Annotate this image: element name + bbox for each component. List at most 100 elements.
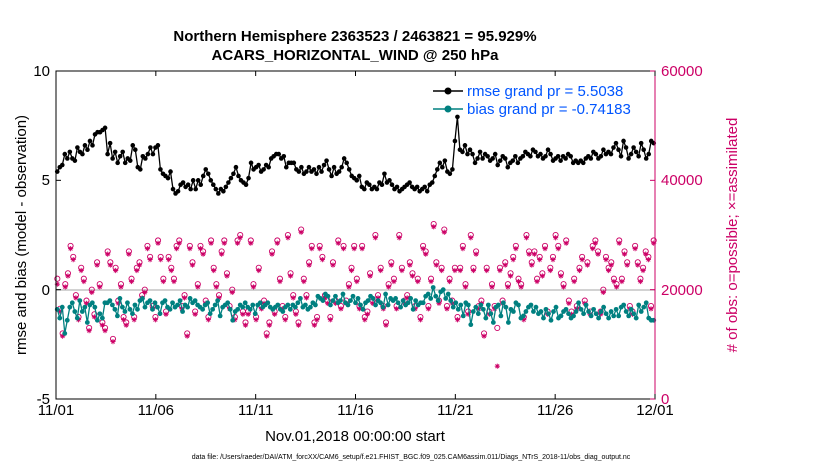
obs-assimilated-point — [558, 273, 564, 279]
rmse-point — [75, 145, 80, 150]
obs-assimilated-point — [250, 284, 257, 290]
bias-point — [638, 309, 644, 314]
rmse-point — [321, 162, 327, 168]
obs-assimilated-point — [645, 257, 651, 263]
rmse-point — [367, 182, 372, 188]
rmse-point — [341, 156, 347, 161]
bias-point — [448, 298, 454, 303]
rmse-point — [200, 173, 206, 179]
rmse-point — [127, 158, 133, 163]
bias-point — [333, 293, 338, 299]
obs-assimilated-point — [197, 246, 204, 252]
obs-assimilated-point — [547, 267, 553, 274]
obs-assimilated-point — [65, 273, 71, 279]
bias-point — [591, 306, 596, 312]
bias-point — [500, 300, 506, 306]
bias-point — [548, 317, 554, 323]
rmse-point — [543, 153, 548, 159]
obs-assimilated-point — [566, 300, 572, 306]
bias-point — [94, 317, 100, 323]
rmse-point — [623, 145, 629, 150]
bias-series — [54, 285, 657, 336]
obs-assimilated-point — [595, 251, 601, 257]
rmse-point — [354, 178, 360, 183]
bias-point — [360, 306, 366, 312]
obs-assimilated-point — [592, 240, 598, 246]
obs-assimilated-point — [539, 273, 545, 279]
y-right-axis-label: # of obs: o=possible; ×=assimilated — [724, 118, 741, 353]
bias-point — [498, 313, 504, 319]
bias-point — [240, 304, 246, 310]
rmse-point — [467, 147, 473, 153]
data-file-footer: data file: /Users/raeder/DAI/ATM_forcXX/… — [192, 454, 631, 461]
bias-point — [470, 309, 476, 314]
bias-point — [62, 331, 68, 336]
obs-assimilated-point — [309, 246, 315, 252]
bias-point — [413, 298, 419, 303]
obs-assimilated-point — [375, 295, 381, 301]
obs-assimilated-point — [319, 257, 325, 263]
bias-point — [140, 296, 145, 301]
bias-point — [430, 285, 436, 290]
obs-assimilated-point — [378, 267, 384, 274]
rmse-point — [236, 173, 241, 179]
bias-point — [127, 306, 133, 312]
bias-point — [59, 304, 65, 310]
rmse-point — [387, 178, 392, 183]
obs-assimilated-point — [613, 284, 620, 290]
bias-point — [307, 304, 313, 310]
obs-assimilated-point — [364, 311, 371, 317]
rmse-point — [326, 167, 332, 172]
bias-point — [405, 300, 411, 306]
bias-point — [443, 296, 449, 301]
obs-assimilated-point — [372, 235, 378, 241]
obs-assimilated-point — [317, 246, 323, 252]
obs-assimilated-point — [396, 235, 402, 241]
obs-assimilated-point — [67, 246, 74, 252]
obs-assimilated-point — [468, 235, 474, 241]
obs-assimilated-point — [579, 257, 585, 263]
obs-assimilated-point — [391, 278, 397, 285]
obs-assimilated-point — [205, 317, 211, 323]
obs-assimilated-point — [632, 246, 638, 252]
bias-point — [89, 300, 95, 306]
bias-point — [596, 315, 602, 321]
rmse-point — [626, 156, 631, 161]
obs-assimilated-point — [404, 295, 410, 301]
rmse-point — [208, 178, 214, 183]
rmse-point — [510, 158, 516, 163]
obs-assimilated-point — [99, 322, 105, 328]
bias-point — [581, 311, 586, 317]
obs-assimilated-point — [338, 306, 344, 312]
bias-point — [495, 302, 501, 308]
obs-assimilated-point — [306, 262, 312, 268]
obs-assimilated-point — [420, 246, 426, 252]
bias-point — [355, 296, 361, 301]
rmse-point — [193, 186, 198, 192]
rmse-point — [515, 160, 521, 166]
bias-point — [395, 300, 401, 306]
obs-assimilated-point — [643, 251, 649, 257]
rmse-point — [105, 151, 110, 157]
obs-assimilated-point — [229, 289, 235, 295]
bias-point — [516, 302, 521, 308]
rmse-point — [447, 171, 453, 177]
bias-point — [588, 313, 594, 319]
obs-possible-point — [54, 275, 61, 282]
y-tick-marks — [56, 70, 655, 400]
bias-point — [370, 296, 376, 301]
bias-point — [185, 304, 190, 310]
rmse-point — [155, 143, 161, 148]
x-tick-label: 11/16 — [337, 402, 373, 419]
obs-assimilated-point — [290, 295, 296, 301]
obs-assimilated-point — [123, 322, 129, 328]
rmse-point — [382, 171, 387, 177]
obs-assimilated-point — [571, 278, 577, 285]
bias-point — [598, 309, 604, 314]
obs-assimilated-point — [152, 317, 158, 323]
bias-point — [132, 302, 138, 308]
bias-point — [247, 306, 253, 312]
obs-assimilated-point — [444, 306, 450, 312]
bias-point — [57, 315, 63, 321]
legend-rmse-marker — [444, 87, 452, 95]
